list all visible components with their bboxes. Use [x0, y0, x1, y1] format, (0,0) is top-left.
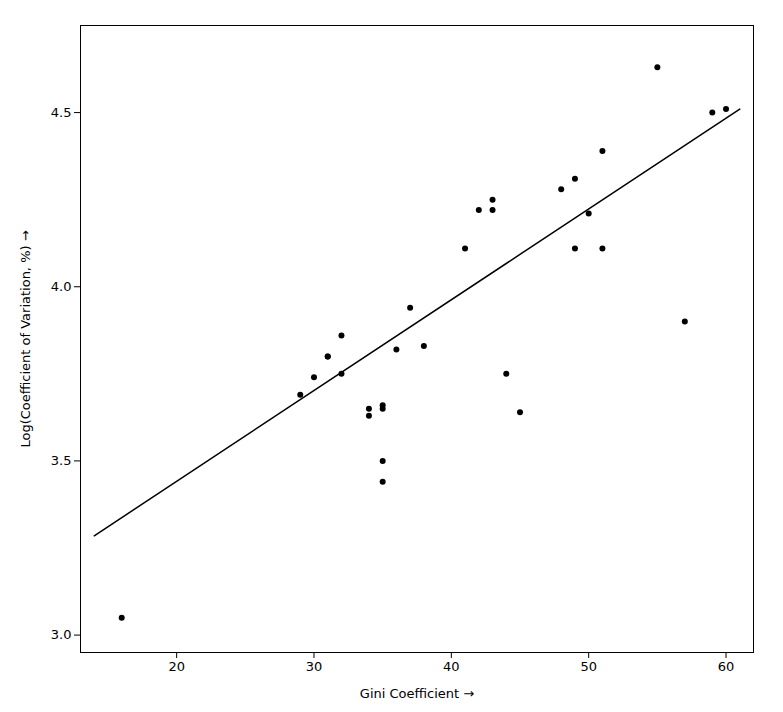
svg-text:40: 40	[443, 659, 460, 674]
svg-text:3.5: 3.5	[51, 453, 72, 468]
svg-text:3.0: 3.0	[51, 627, 72, 642]
svg-text:30: 30	[306, 659, 323, 674]
svg-text:60: 60	[718, 659, 735, 674]
svg-text:4.0: 4.0	[51, 279, 72, 294]
svg-text:50: 50	[580, 659, 597, 674]
svg-text:Log(Coefficient of Variation,: Log(Coefficient of Variation, %) →	[18, 230, 33, 447]
svg-text:Gini Coefficient →: Gini Coefficient →	[360, 686, 474, 701]
svg-text:20: 20	[168, 659, 185, 674]
svg-text:4.5: 4.5	[51, 105, 72, 120]
